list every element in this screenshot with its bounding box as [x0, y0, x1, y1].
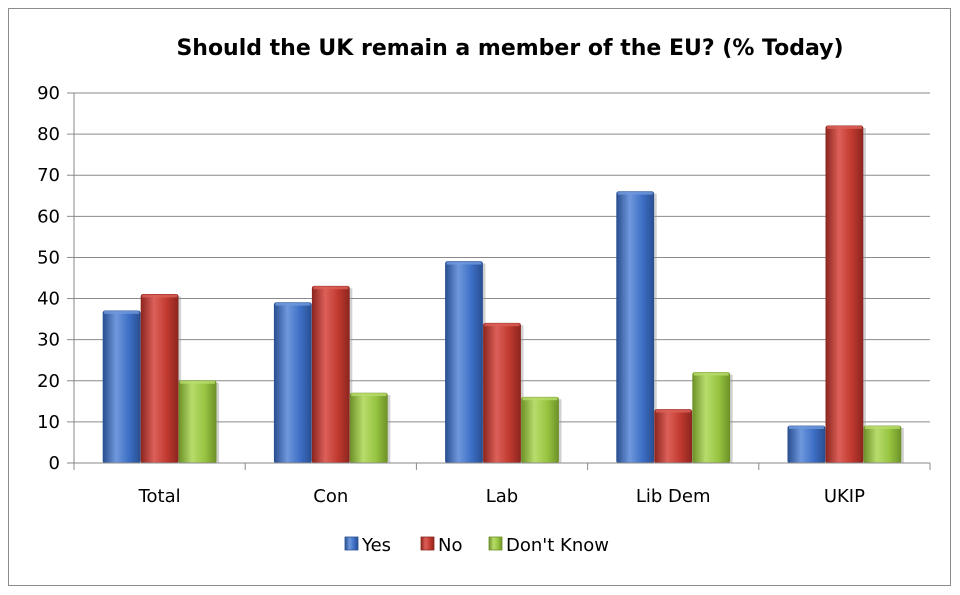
y-tick-label: 80 [37, 124, 60, 145]
y-axis-ticks: 0 10 20 30 40 50 60 70 80 90 [37, 83, 74, 474]
y-tick-label: 70 [37, 165, 60, 186]
bar-cap [104, 310, 140, 314]
legend-label: Yes [361, 535, 391, 556]
bar-yes-ukip [787, 425, 826, 464]
bar-cap [826, 125, 862, 129]
y-tick-label: 30 [37, 330, 60, 351]
chart-title: Should the UK remain a member of the EU?… [176, 36, 843, 61]
bar-don-t-know-lib-dem [692, 372, 731, 464]
bar-don-t-know-con [349, 392, 388, 464]
x-tick-label: UKIP [824, 486, 865, 507]
bar-yes-lib-dem [616, 191, 655, 464]
x-tick-label: Total [138, 486, 181, 507]
bar-don-t-know-lab [521, 396, 559, 464]
legend-swatch-yes [344, 536, 359, 551]
legend: Yes No Don't Know [344, 535, 609, 556]
y-tick-label: 0 [49, 453, 60, 474]
axes [73, 93, 930, 464]
bar-cap [313, 286, 349, 290]
bar-don-t-know-total [178, 380, 217, 464]
bar-cap [180, 380, 216, 384]
legend-swatch-no [420, 536, 435, 551]
x-axis-ticks: Total Con Lab Lib Dem UKIP [73, 463, 931, 507]
bar-no-total [140, 294, 179, 464]
bar-cap [351, 393, 387, 397]
y-tick-label: 40 [37, 289, 60, 310]
bar-cap [617, 191, 653, 195]
bar-yes-con [273, 302, 312, 464]
y-tick-label: 20 [37, 371, 60, 392]
bar-don-t-know-ukip [863, 425, 902, 464]
grid-lines [74, 92, 930, 423]
bar-cap [484, 323, 520, 327]
legend-label: No [438, 535, 462, 556]
bar-yes-total [102, 310, 141, 464]
x-tick-label: Lab [486, 486, 518, 507]
bars [102, 125, 904, 464]
bar-cap [142, 294, 178, 298]
y-tick-label: 10 [37, 412, 60, 433]
x-tick-label: Con [313, 486, 348, 507]
legend-swatch-don-t-know [488, 536, 503, 551]
legend-label: Don't Know [506, 535, 609, 556]
bar-cap [275, 302, 311, 306]
y-tick-label: 90 [37, 83, 60, 104]
bar-cap [655, 409, 691, 413]
y-tick-label: 50 [37, 247, 60, 268]
bar-no-ukip [825, 125, 864, 464]
bar-no-con [311, 285, 350, 464]
bar-cap [446, 261, 482, 265]
bar-cap [864, 426, 900, 429]
bar-yes-lab [445, 261, 483, 464]
bar-cap [788, 426, 824, 429]
x-tick-label: Lib Dem [636, 486, 711, 507]
bar-cap [522, 397, 558, 401]
bar-no-lab [483, 322, 521, 464]
y-tick-label: 60 [37, 206, 60, 227]
bar-cap [693, 372, 729, 376]
bar-no-lib-dem [654, 409, 693, 464]
